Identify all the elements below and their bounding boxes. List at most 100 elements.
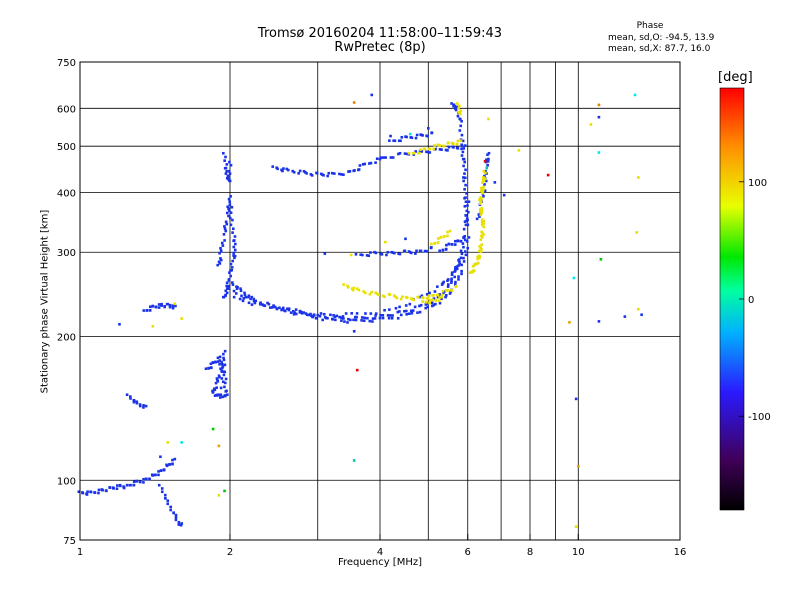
trace-point [129,483,132,487]
trace-point [289,311,293,314]
trace-point [487,157,490,161]
trace-point [349,318,352,322]
trace-point [444,148,448,152]
trace-point [450,271,454,274]
trace-point [407,151,411,155]
trace-point [343,320,346,323]
trace-point [223,227,227,231]
trace-point [164,496,167,500]
trace-point [426,297,430,301]
trace-point [383,295,386,299]
trace-point [379,156,383,159]
trace-point [361,163,365,166]
grid-lines [80,62,680,540]
trace-point [478,198,481,201]
scatter-point [211,427,215,431]
trace-point [363,162,367,166]
trace-point [415,133,419,137]
scatter-point [493,181,497,184]
trace-point [414,150,418,153]
trace-point [437,237,440,240]
trace-point [207,366,210,370]
trace-point [340,319,343,323]
trace-point [479,189,483,193]
y-tick-label: 75 [63,536,76,547]
trace-point [148,477,151,481]
scatter-point [378,157,382,161]
trace-point [267,302,271,306]
trace-point [218,355,222,359]
trace-point [234,242,237,246]
scatter-point [623,315,627,318]
trace-point [479,246,482,250]
trace-point [455,267,459,271]
scatter-point [180,441,184,444]
trace-point [481,236,484,239]
trace-point [222,151,225,155]
trace-point [453,243,457,246]
trace-point [462,164,465,168]
trace-point [229,195,232,198]
trace-point [403,309,406,313]
trace-point [463,220,467,223]
trace-point [456,102,459,105]
trace-point [145,477,148,481]
trace-point [412,153,416,156]
y-axis-label: Stationary phase Virtual Height [km] [39,209,51,394]
trace-point [353,315,357,319]
trace-point [220,362,224,366]
trace-point [220,369,223,373]
trace-point [389,156,393,159]
trace-point [215,386,218,389]
trace-point [468,271,472,274]
trace-point [160,304,163,307]
trace-point [125,483,129,487]
trace-point [316,313,320,317]
trace-point [416,311,419,314]
trace-point [478,249,481,253]
scatter-point [640,313,643,317]
trace-point [177,523,181,526]
trace-point [484,169,487,173]
trace-point [353,169,356,172]
trace-point [463,172,466,175]
y-tick-label: 100 [57,476,76,487]
trace-point [432,147,435,151]
trace-point [462,176,465,179]
trace-point [424,301,428,304]
scatter-point [574,525,578,528]
trace-point [227,207,230,211]
trace-point [219,246,222,250]
x-tick-label: 4 [377,547,383,558]
trace-point [453,275,456,279]
trace-point [472,263,476,266]
scatter-point [118,322,121,326]
trace-point [298,309,302,313]
trace-point [447,242,451,246]
trace-point [229,223,233,227]
trace-point [217,260,221,264]
trace-point [484,171,487,175]
scatter-point [546,173,550,177]
chart-subtitle: RwPretec (8p) [334,40,426,55]
trace-point [430,246,433,249]
trace-point [105,489,108,493]
trace-point [460,119,463,123]
trace-point [484,179,488,183]
trace-point [442,291,445,295]
trace-point [472,269,475,272]
trace-point [412,151,416,155]
trace-point [438,144,441,147]
trace-point [419,249,423,253]
trace-point [440,297,443,301]
trace-point [221,244,225,247]
trace-point [431,298,435,302]
trace-point [438,299,441,303]
y-tick-label: 500 [57,142,76,153]
trace-point [398,310,401,313]
trace-point [401,295,404,299]
trace-point [438,301,442,305]
trace-point [213,394,217,397]
trace-point [119,484,122,488]
trace-point [233,248,237,252]
